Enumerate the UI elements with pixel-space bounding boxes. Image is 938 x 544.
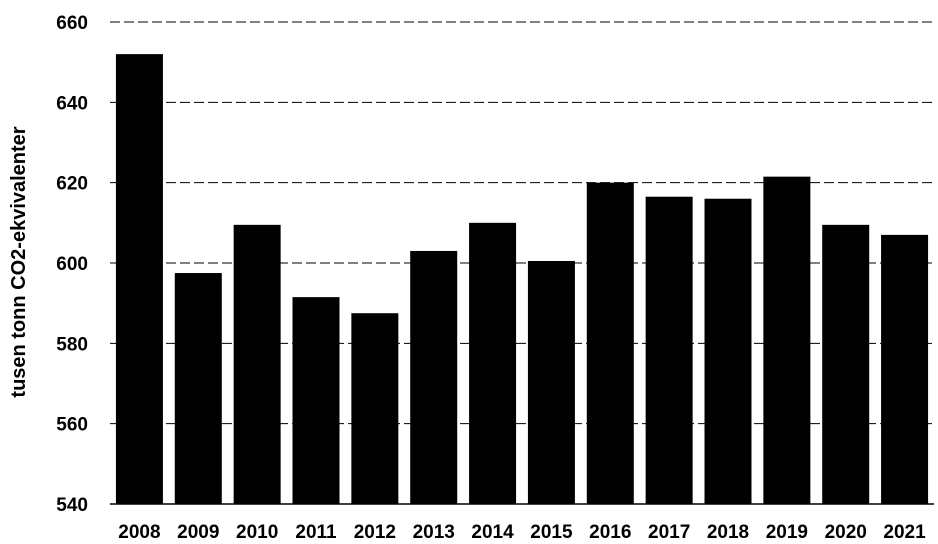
- x-tick-label: 2016: [589, 522, 631, 543]
- x-tick-label: 2008: [118, 522, 160, 543]
- bar-2012: [351, 313, 399, 504]
- bar-2015: [527, 260, 575, 504]
- bar-2017: [645, 196, 693, 504]
- x-tick-label: 2019: [766, 522, 808, 543]
- bar-2018: [704, 198, 752, 504]
- x-tick-label: 2012: [354, 522, 396, 543]
- gridlines: [110, 21, 934, 505]
- bar-2016: [586, 182, 634, 504]
- y-tick-label: 580: [56, 334, 88, 355]
- bars: [115, 54, 929, 505]
- x-axis-ticks: 2008 2009 2010 2011 2012 2013 2014 2015 2016 2017…: [118, 522, 926, 543]
- y-tick-label: 560: [56, 415, 88, 436]
- bar-2020: [822, 224, 870, 504]
- bar-2013: [410, 250, 458, 504]
- y-tick-label: 640: [56, 93, 88, 114]
- bar-2009: [174, 273, 222, 504]
- y-axis-ticks: 540 560 580 600 620 640 660: [56, 13, 88, 516]
- x-tick-label: 2020: [825, 522, 867, 543]
- y-tick-label: 620: [56, 174, 88, 195]
- x-tick-label: 2014: [471, 522, 514, 543]
- bar-2010: [233, 224, 281, 504]
- y-axis-label: tusen tonn CO2-ekvivalenter: [8, 126, 30, 397]
- y-tick-label: 600: [56, 254, 88, 275]
- x-tick-label: 2011: [295, 522, 337, 543]
- bar-2019: [763, 176, 811, 504]
- bar-2011: [292, 297, 340, 504]
- x-tick-label: 2017: [648, 522, 690, 543]
- x-tick-label: 2015: [530, 522, 573, 543]
- x-tick-label: 2010: [236, 522, 278, 543]
- y-tick-label: 660: [56, 13, 88, 34]
- x-tick-label: 2009: [177, 522, 219, 543]
- x-tick-label: 2013: [413, 522, 455, 543]
- bar-2008: [115, 54, 163, 505]
- y-tick-label: 540: [56, 495, 88, 516]
- x-tick-label: 2021: [883, 522, 926, 543]
- x-tick-label: 2018: [707, 522, 749, 543]
- bar-2021: [881, 234, 929, 504]
- bar-2014: [469, 222, 517, 505]
